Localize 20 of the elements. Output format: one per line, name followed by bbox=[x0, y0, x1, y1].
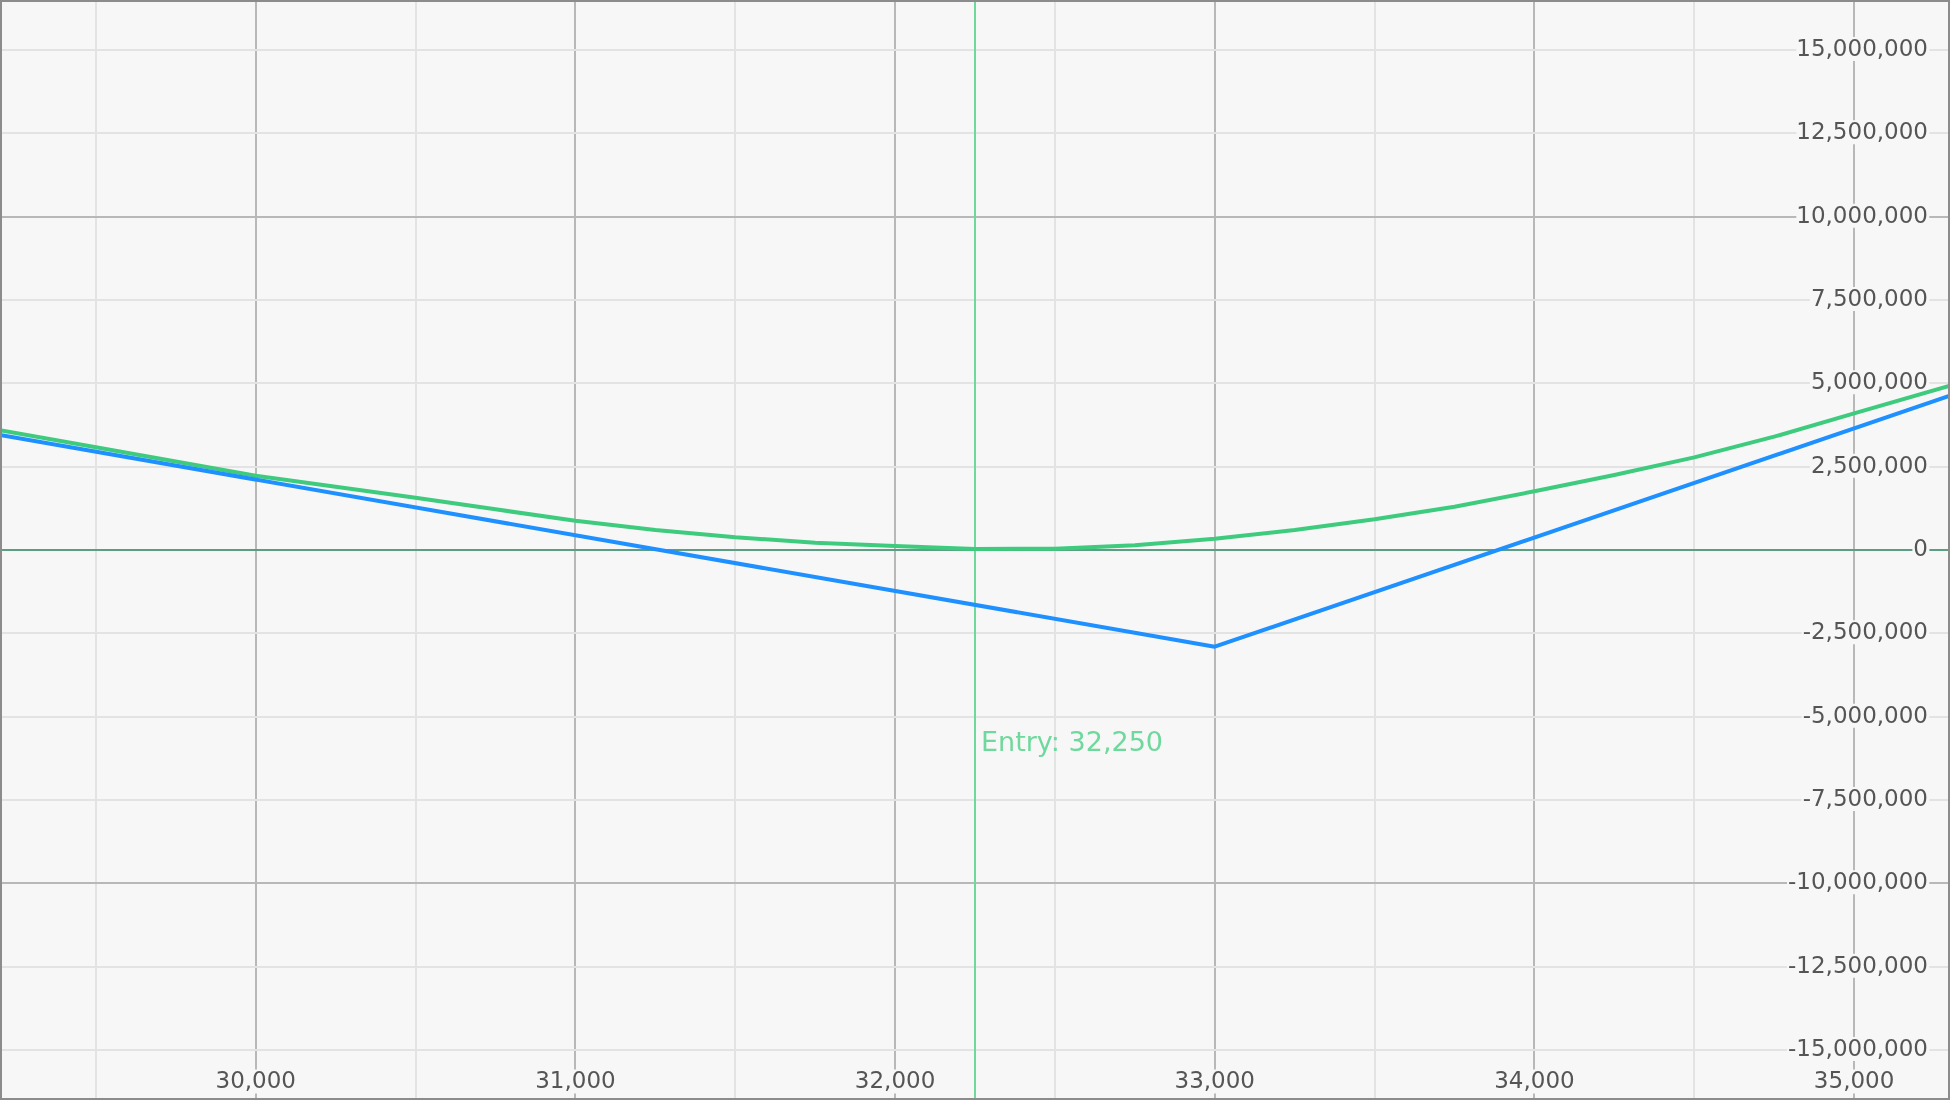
y-tick-label: -5,000,000 bbox=[1802, 701, 1928, 728]
x-tick-label: 35,000 bbox=[1813, 1067, 1895, 1094]
y-tick-label: 2,500,000 bbox=[1810, 451, 1928, 478]
y-tick-label: 7,500,000 bbox=[1810, 284, 1928, 311]
y-tick-label: -10,000,000 bbox=[1788, 868, 1928, 895]
y-tick-label: 15,000,000 bbox=[1796, 34, 1928, 61]
y-tick-label: 12,500,000 bbox=[1796, 118, 1928, 145]
x-tick-label: 34,000 bbox=[1494, 1067, 1575, 1094]
y-tick-label: -12,500,000 bbox=[1788, 951, 1928, 978]
y-tick-label: -2,500,000 bbox=[1802, 618, 1928, 645]
y-tick-label: 5,000,000 bbox=[1810, 368, 1928, 395]
y-tick-label: 10,000,000 bbox=[1796, 201, 1928, 228]
x-tick-label: 30,000 bbox=[215, 1067, 296, 1094]
y-tick-label: -15,000,000 bbox=[1788, 1034, 1928, 1061]
x-tick-label: 33,000 bbox=[1174, 1067, 1255, 1094]
y-tick-label: -7,500,000 bbox=[1802, 784, 1928, 811]
x-tick-label: 31,000 bbox=[535, 1067, 616, 1094]
y-tick-label: 0 bbox=[1913, 534, 1928, 561]
ref-line-label: Entry: 32,250 bbox=[981, 725, 1164, 757]
x-tick-label: 32,000 bbox=[854, 1067, 936, 1094]
